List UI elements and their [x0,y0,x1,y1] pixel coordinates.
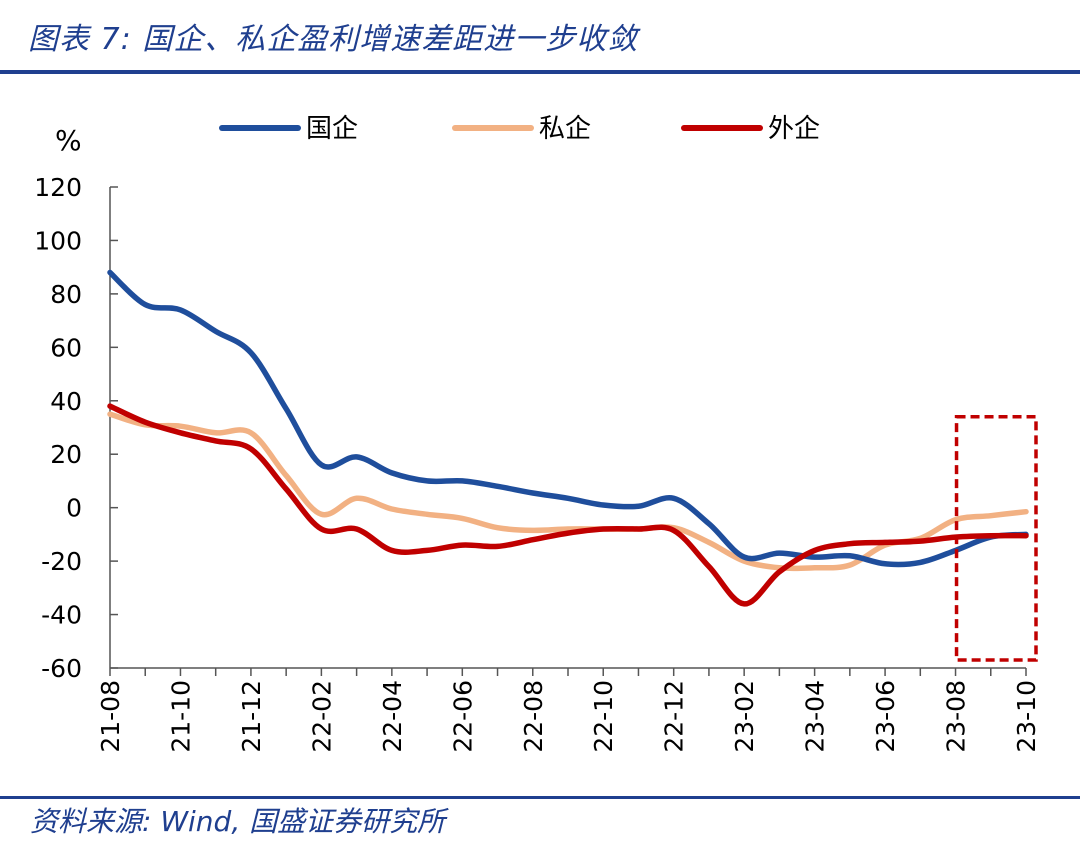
x-tick-label: 22-04 [378,680,407,753]
x-tick-label: 22-08 [519,680,548,753]
chart-series [107,269,1029,607]
x-tick-label: 21-10 [166,680,195,753]
x-tick-label: 23-08 [942,680,971,753]
x-tick-label: 22-06 [448,680,477,753]
x-tick-label: 23-02 [730,680,759,753]
x-tick-label: 23-10 [1012,680,1041,753]
y-axis-unit: % [55,124,82,157]
y-tick-label: 40 [50,387,82,416]
series-line-3 [107,403,1029,607]
y-tick-label: 80 [50,280,82,309]
x-tick-label: 23-04 [801,680,830,753]
chart-legend: 国企 私企 外企 [219,114,820,144]
legend-label: 外企 [768,114,820,144]
chart-axes: 120 100 80 60 40 20 0 -20 -40 -60 21-08 21-10 21-12 2… [34,173,1041,753]
series-line-2 [107,411,1029,572]
highlight-box [954,415,1038,662]
legend-label: 国企 [306,114,358,144]
x-tick-label: 21-08 [96,680,125,753]
x-tick-label: 22-12 [660,680,689,753]
x-tick-label: 22-02 [307,680,336,753]
figure-title: 图表 7: 国企、私企盈利增速差距进一步收敛 [28,22,639,57]
source-divider [0,796,1080,799]
x-tick-label: 22-10 [589,680,618,753]
source-note: 资料来源: Wind, 国盛证券研究所 [30,805,446,838]
chart-annotations [954,415,1038,662]
y-tick-label: 20 [50,440,82,469]
y-tick-label: -40 [41,601,82,630]
series-line-1 [107,269,1029,568]
title-divider [0,70,1080,74]
x-tick-label: 21-12 [237,680,266,753]
y-tick-label: -20 [41,547,82,576]
x-tick-label: 23-06 [871,680,900,753]
y-tick-label: 0 [66,494,82,523]
legend-label: 私企 [539,114,591,144]
y-tick-label: 100 [34,226,82,255]
y-tick-label: 60 [50,333,82,362]
y-tick-label: 120 [34,173,82,202]
y-tick-label: -60 [41,654,82,683]
